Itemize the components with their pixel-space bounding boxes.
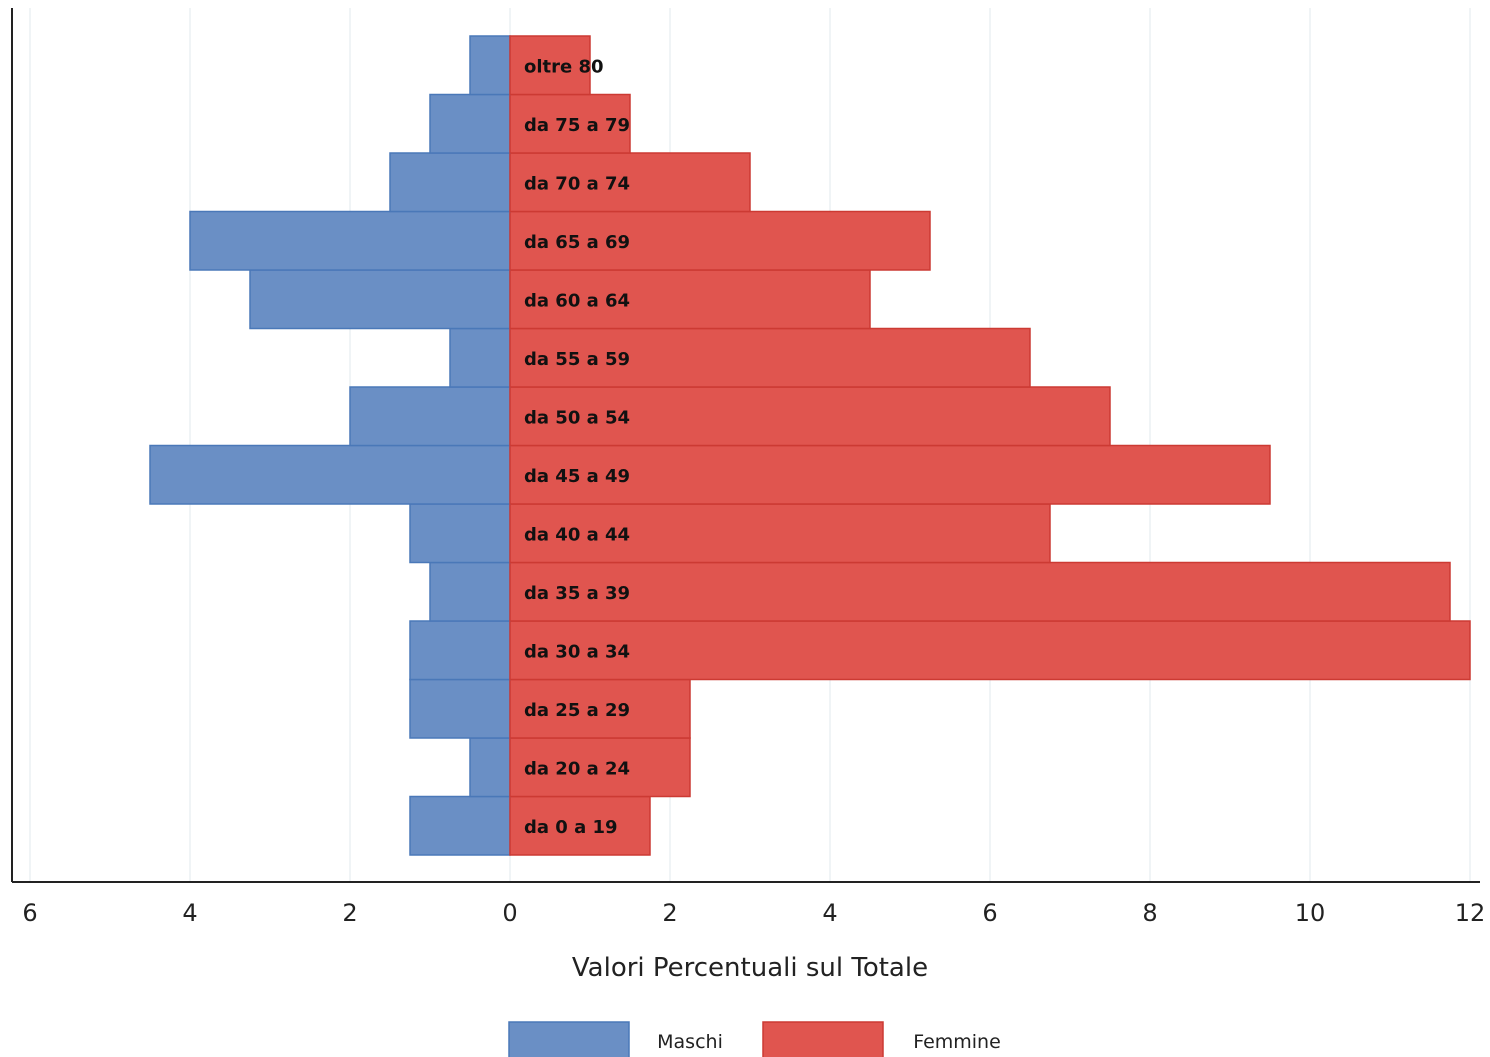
- x-tick-label-4: 2: [662, 899, 677, 927]
- category-label-6: da 45 a 49: [524, 466, 630, 487]
- bar-maschi-9: [250, 270, 510, 329]
- bar-maschi-2: [410, 680, 510, 739]
- legend-label-0: Maschi: [657, 1031, 723, 1053]
- bar-maschi-12: [430, 95, 510, 154]
- category-label-5: da 40 a 44: [524, 524, 630, 545]
- x-tick-label-6: 6: [982, 899, 997, 927]
- bar-maschi-7: [350, 387, 510, 446]
- legend-label-1: Femmine: [913, 1031, 1001, 1053]
- category-label-11: da 70 a 74: [524, 173, 630, 194]
- category-label-4: da 35 a 39: [524, 583, 630, 604]
- category-label-1: da 20 a 24: [524, 758, 630, 779]
- legend-swatch-1: [763, 1022, 883, 1057]
- x-tick-label-5: 4: [822, 899, 837, 927]
- x-axis-label: Valori Percentuali sul Totale: [572, 953, 928, 983]
- bar-maschi-13: [470, 36, 510, 95]
- bar-maschi-11: [390, 153, 510, 212]
- category-label-3: da 30 a 34: [524, 641, 630, 662]
- category-label-9: da 60 a 64: [524, 290, 630, 311]
- category-label-13: oltre 80: [524, 56, 604, 77]
- category-label-10: da 65 a 69: [524, 232, 630, 253]
- bar-maschi-1: [470, 738, 510, 797]
- x-tick-label-0: 6: [22, 899, 37, 927]
- bar-femmine-3: [510, 621, 1470, 680]
- bar-maschi-4: [430, 563, 510, 622]
- bar-maschi-8: [450, 329, 510, 388]
- x-tick-label-3: 0: [502, 899, 517, 927]
- category-label-12: da 75 a 79: [524, 115, 630, 136]
- x-tick-labels: 6 4 2 0 2 4 6 8 10 12: [22, 899, 1485, 927]
- bars: [150, 36, 1470, 855]
- bar-maschi-10: [190, 212, 510, 271]
- category-label-2: da 25 a 29: [524, 700, 630, 721]
- legend-swatch-0: [509, 1022, 629, 1057]
- x-tick-label-8: 10: [1295, 899, 1326, 927]
- x-tick-label-2: 2: [342, 899, 357, 927]
- category-label-0: da 0 a 19: [524, 817, 618, 838]
- bar-femmine-4: [510, 563, 1450, 622]
- x-tick-label-7: 8: [1142, 899, 1157, 927]
- category-label-7: da 50 a 54: [524, 407, 630, 428]
- x-tick-label-9: 12: [1455, 899, 1486, 927]
- category-label-8: da 55 a 59: [524, 349, 630, 370]
- bar-maschi-0: [410, 797, 510, 856]
- x-tick-label-1: 4: [182, 899, 197, 927]
- bar-maschi-6: [150, 446, 510, 505]
- bar-maschi-5: [410, 504, 510, 563]
- bar-maschi-3: [410, 621, 510, 680]
- legend: Maschi Femmine: [509, 1022, 1001, 1057]
